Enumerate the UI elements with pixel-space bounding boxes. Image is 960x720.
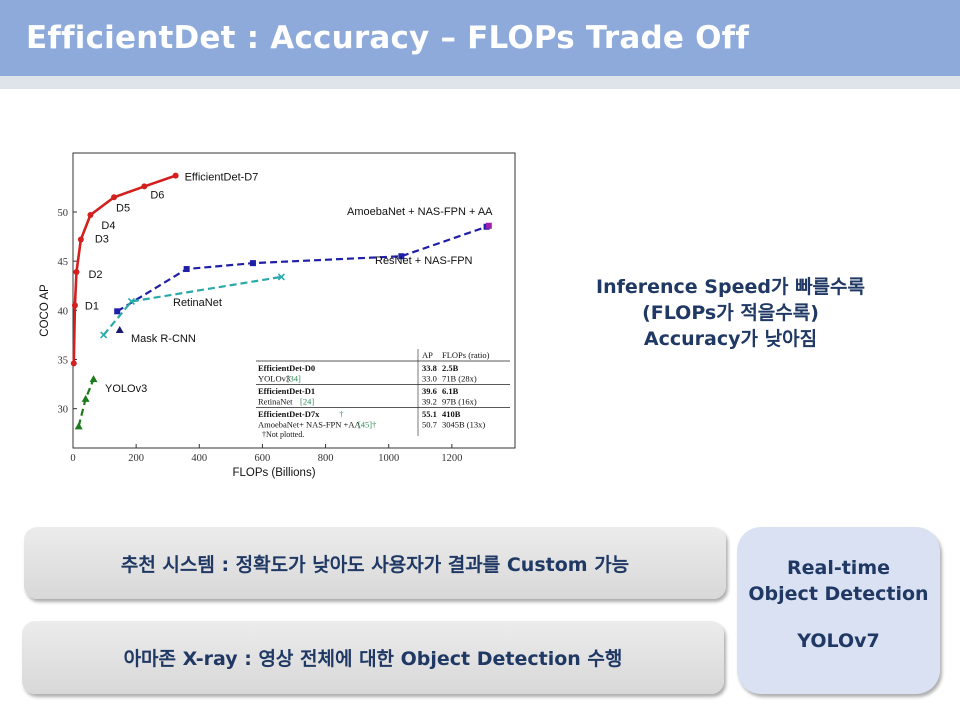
yolov3-point-0 xyxy=(74,422,83,430)
retinanet-point-1 xyxy=(127,297,135,306)
x-axis-label: FLOPs (Billions) xyxy=(232,467,315,479)
table-header-ap: AP xyxy=(422,350,433,360)
yolov3-line xyxy=(77,378,95,427)
realtime-detection-box: Real-time Object Detection YOLOv7 xyxy=(737,527,940,694)
retinanet-point-2 xyxy=(277,273,285,281)
x-tick-label-1000: 1000 xyxy=(378,453,399,464)
table-row-0-1-model: YOLOv3 xyxy=(258,374,290,384)
table-row-1-0-flops: 6.1B xyxy=(442,386,459,396)
table-row-2-1-model: AmoebaNet+ NAS-FPN +AA xyxy=(258,420,361,430)
table-row-1-1-model: RetinaNet xyxy=(258,397,293,407)
efficientdet-point-1 xyxy=(71,302,78,309)
x-tick-label-600: 600 xyxy=(255,453,271,464)
retinanet-point-0 xyxy=(100,331,108,339)
yolov3-label: YOLOv3 xyxy=(105,383,147,395)
efficientdet-point-3 xyxy=(77,236,84,243)
mask-rcnn-label: Mask R-CNN xyxy=(131,333,196,345)
yolov3-point-2 xyxy=(89,375,98,383)
efficientdet-line xyxy=(72,174,177,364)
table-row-2-0-ref: † xyxy=(339,409,343,419)
title-underline-strip xyxy=(0,76,960,89)
y-tick-label-30: 30 xyxy=(58,405,69,416)
table-row-2-1-flops: 3045B (13x) xyxy=(442,420,485,430)
table-row-0-1-ref: [34] xyxy=(287,374,301,384)
table-row-0-0-model: EfficientDet-D0 xyxy=(258,363,315,373)
y-tick-label-40: 40 xyxy=(58,306,69,317)
efficientdet-label-6: D6 xyxy=(150,189,164,201)
y-axis-label: COCO AP xyxy=(39,284,51,337)
realtime-line-1: Real-time xyxy=(786,557,890,579)
table-row-1-0-ap: 39.6 xyxy=(422,386,437,396)
table-row-2-0-model: EfficientDet-D7x xyxy=(258,409,320,419)
recommendation-system-text: 추천 시스템 : 정확도가 낮아도 사용자가 결과를 Custom 가능 xyxy=(120,553,630,576)
plot-frame xyxy=(72,152,516,449)
efficientdet-point-0 xyxy=(70,360,77,367)
table-row-1-1-ref: [24] xyxy=(300,397,314,407)
efficientdet-label-3: D3 xyxy=(95,234,109,246)
title-bar: EfficientDet : Accuracy – FLOPs Trade Of… xyxy=(0,0,960,76)
table-row-0-1-ap: 33.0 xyxy=(422,374,437,384)
efficientdet-point-2 xyxy=(73,268,80,275)
efficientdet-point-5 xyxy=(111,194,118,201)
y-tick-label-35: 35 xyxy=(58,356,69,367)
slide-title: EfficientDet : Accuracy – FLOPs Trade Of… xyxy=(26,20,750,56)
table-footnote: †Not plotted. xyxy=(262,430,304,439)
table-row-2-0-ap: 55.1 xyxy=(422,409,437,419)
amazon-xray-pill: 아마존 X-ray : 영상 전체에 대한 Object Detection 수… xyxy=(22,621,724,694)
realtime-line-2: Object Detection xyxy=(748,583,929,605)
efficientdet-point-4 xyxy=(87,211,94,218)
amazon-xray-text: 아마존 X-ray : 영상 전체에 대한 Object Detection 수… xyxy=(123,648,623,670)
table-row-2-0-flops: 410B xyxy=(442,409,461,419)
table-row-0-1-flops: 71B (28x) xyxy=(442,374,477,384)
table-header-flops: FLOPs (ratio) xyxy=(442,350,490,360)
table-row-1-0-model: EfficientDet-D1 xyxy=(258,386,315,396)
x-tick-label-0: 0 xyxy=(70,453,75,464)
retinanet-label: RetinaNet xyxy=(173,297,222,309)
table-row-2-1-ref: [45]† xyxy=(358,420,376,430)
realtime-line-3: YOLOv7 xyxy=(797,630,880,652)
chart-figure: 0 200 400 600 800 1000 1200 30 35 40 45 50 FLOPs (Bi… xyxy=(30,145,530,485)
resnet-nasfpn-point-0 xyxy=(114,308,121,315)
tradeoff-note: Inference Speed가 빠를수록 (FLOPs가 적을수록) Accu… xyxy=(548,274,913,352)
efficientdet-label-5: D5 xyxy=(116,202,130,214)
x-tick-label-800: 800 xyxy=(318,453,334,464)
table-row-0-0-ap: 33.8 xyxy=(422,363,437,373)
table-row-2-1-ap: 50.7 xyxy=(422,420,437,430)
efficientdet-label-4: D4 xyxy=(101,220,115,232)
efficientdet-label-7: EfficientDet-D7 xyxy=(185,172,259,184)
y-tick-label-50: 50 xyxy=(58,208,69,219)
x-tick-label-200: 200 xyxy=(128,453,144,464)
mask-rcnn-point xyxy=(115,326,124,333)
resnet-nasfpn-point-3 xyxy=(398,253,405,260)
x-tick-label-1200: 1200 xyxy=(441,453,462,464)
recommendation-system-pill: 추천 시스템 : 정확도가 낮아도 사용자가 결과를 Custom 가능 xyxy=(24,527,726,599)
efficientdet-label-2: D2 xyxy=(88,269,102,281)
amoebanet-label: AmoebaNet + NAS-FPN + AA xyxy=(347,206,493,218)
note-line-3: Accuracy가 낮아짐 xyxy=(643,328,818,350)
resnet-nasfpn-point-2 xyxy=(249,260,256,267)
y-tick-label-45: 45 xyxy=(58,257,69,268)
amoebanet-point xyxy=(485,222,492,229)
efficientdet-point-7 xyxy=(172,172,179,179)
table-row-0-0-flops: 2.5B xyxy=(442,363,459,373)
table-row-1-1-ap: 39.2 xyxy=(422,397,437,407)
yolov3-point-1 xyxy=(81,394,90,402)
efficientdet-point-6 xyxy=(141,183,148,190)
note-line-1: Inference Speed가 빠를수록 xyxy=(596,276,865,298)
note-line-2: (FLOPs가 적을수록) xyxy=(642,302,819,324)
retinanet-line xyxy=(102,275,282,336)
efficientdet-chart: 0 200 400 600 800 1000 1200 30 35 40 45 50 FLOPs (Bi… xyxy=(39,152,516,479)
resnet-nasfpn-point-1 xyxy=(183,266,190,273)
table-row-1-1-flops: 97B (16x) xyxy=(442,397,477,407)
resnet-nasfpn-label: ResNet + NAS-FPN xyxy=(375,255,473,267)
efficientdet-label-1: D1 xyxy=(85,300,99,312)
x-tick-label-400: 400 xyxy=(191,453,207,464)
